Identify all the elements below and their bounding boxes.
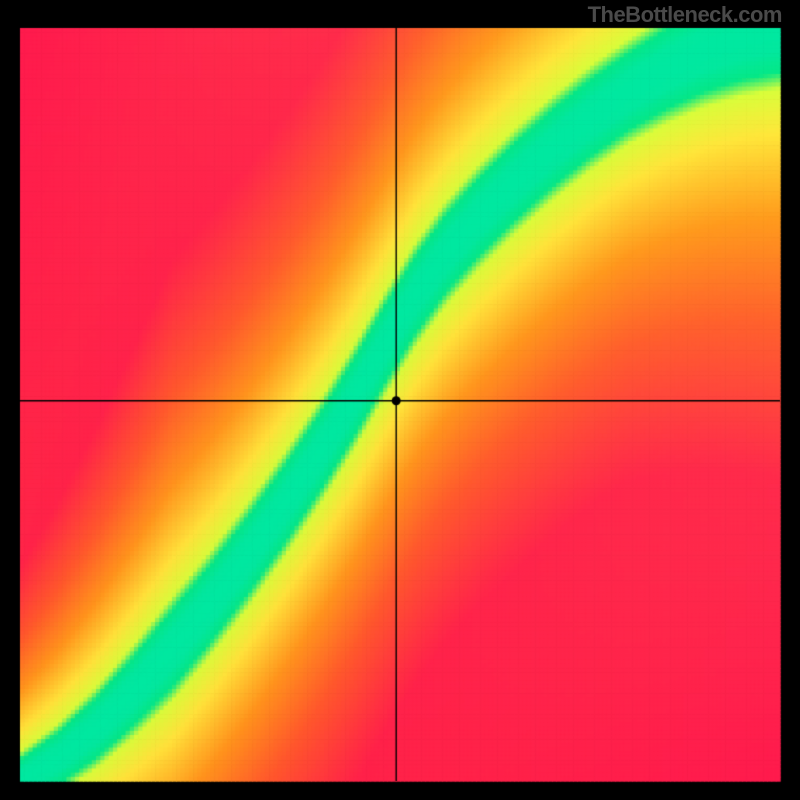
chart-container: TheBottleneck.com xyxy=(0,0,800,800)
heatmap-canvas xyxy=(0,0,800,800)
